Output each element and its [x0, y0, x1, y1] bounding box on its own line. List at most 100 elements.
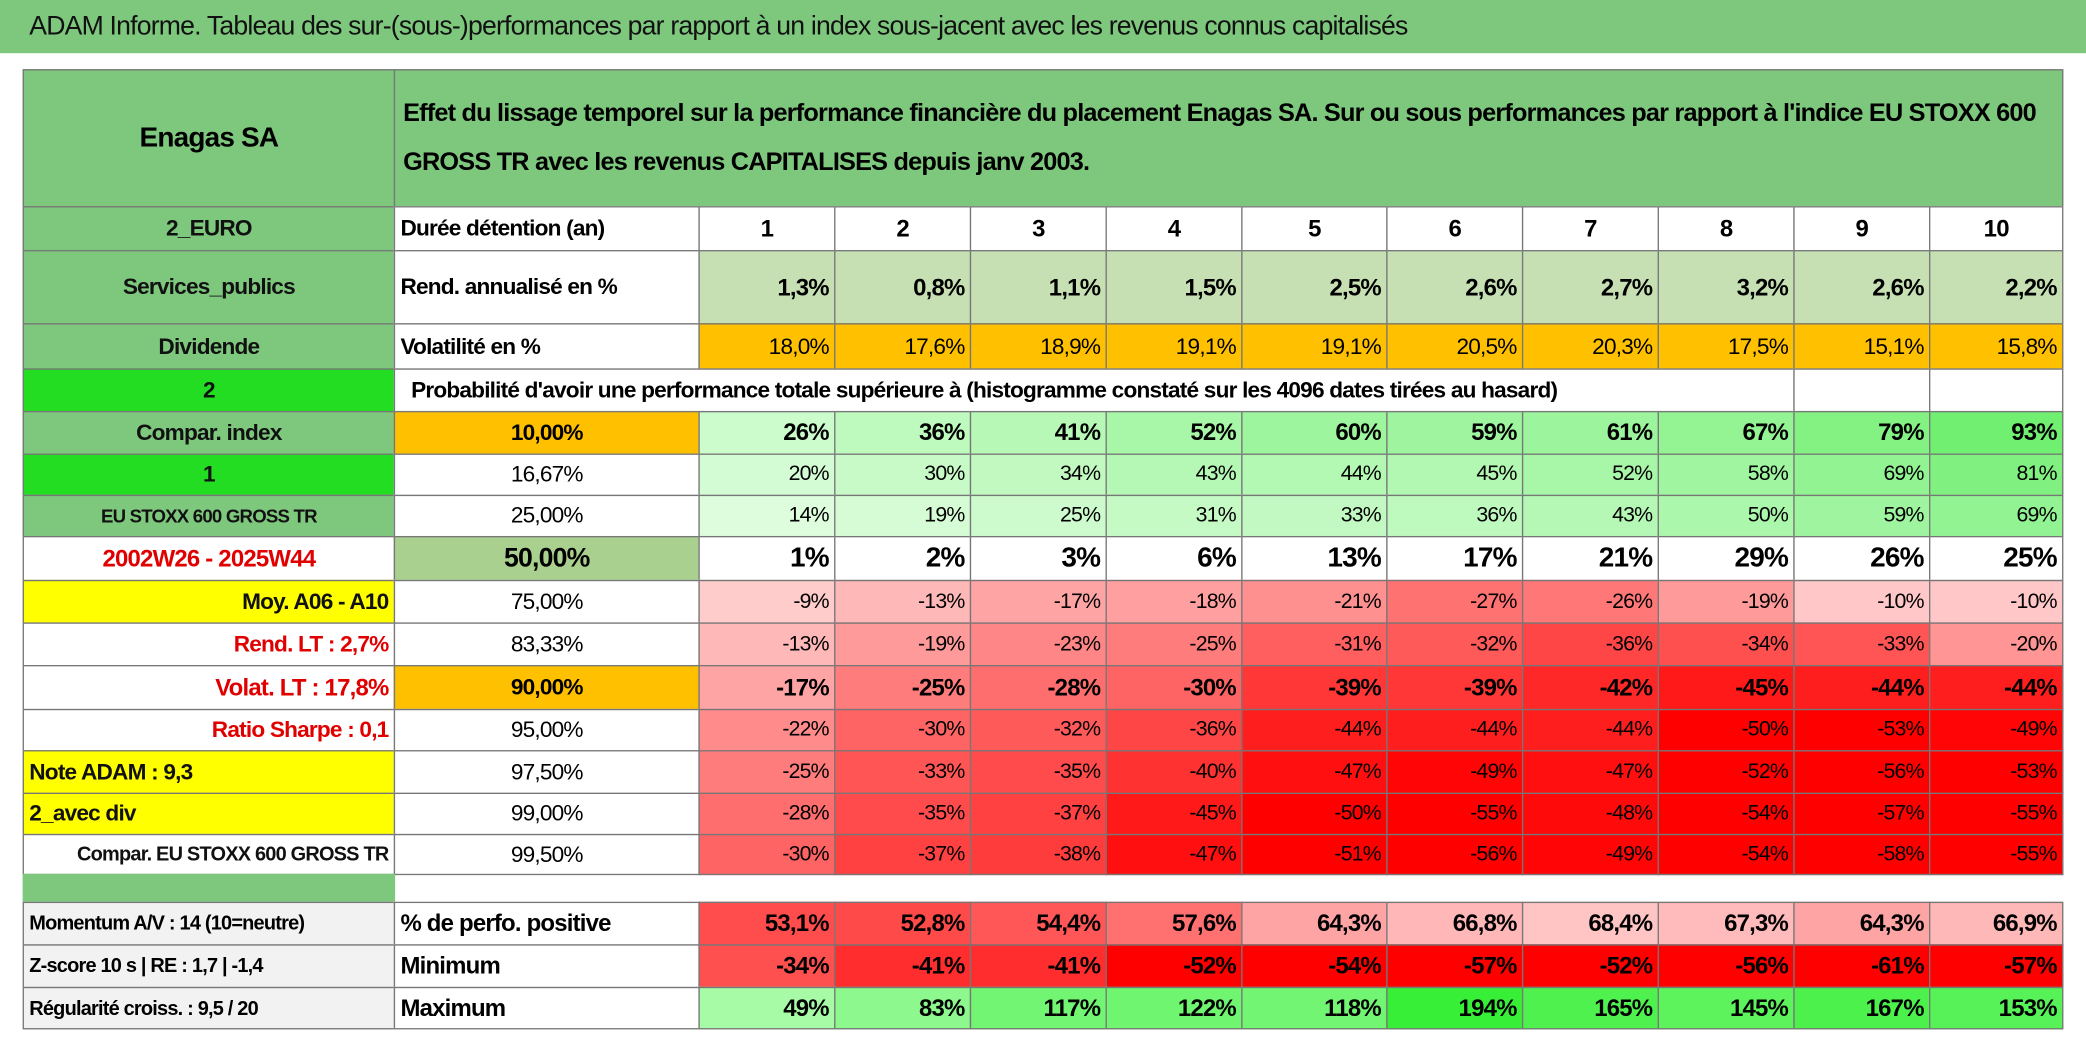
value-cell: -9% [698, 579, 836, 624]
value-cell: 14% [698, 494, 836, 538]
value-cell: -23% [969, 622, 1107, 667]
value-cell: 0,8% [834, 250, 972, 325]
value-cell: -32% [969, 708, 1107, 752]
value-cell: 52% [1105, 410, 1243, 455]
value-cell: 5 [1241, 206, 1388, 252]
value-cell: -35% [834, 792, 972, 836]
value-cell: 67,3% [1657, 901, 1795, 946]
value-cell: -56% [1793, 750, 1931, 795]
description: Effet du lissage temporel sur la perform… [393, 69, 2064, 208]
value-cell: 17,6% [834, 323, 972, 370]
value-cell: -55% [1929, 792, 2064, 836]
value-cell: -39% [1386, 665, 1524, 711]
value-cell: 25% [969, 494, 1107, 538]
metric-label: Durée détention (an) [393, 206, 700, 252]
value-cell: 61% [1521, 410, 1659, 455]
value-cell: 67% [1657, 410, 1795, 455]
value-cell: 3% [969, 535, 1107, 582]
row-label: Compar. EU STOXX 600 GROSS TR [22, 833, 396, 876]
value-cell: 45% [1386, 453, 1524, 497]
row-label: Compar. index [22, 410, 396, 455]
value-cell: -56% [1386, 833, 1524, 876]
value-cell: 3,2% [1657, 250, 1795, 325]
value-cell: -13% [834, 579, 972, 624]
value-cell: -27% [1386, 579, 1524, 624]
value-cell: 26% [698, 410, 836, 455]
value-cell: 25% [1929, 535, 2064, 582]
value-cell: -25% [834, 665, 972, 711]
value-cell: -33% [834, 750, 972, 795]
value-cell: 58% [1657, 453, 1795, 497]
value-cell: 26% [1793, 535, 1931, 582]
quantile: 99,50% [393, 833, 700, 876]
value-cell: -28% [969, 665, 1107, 711]
empty-cell [1793, 368, 1931, 413]
value-cell: 41% [969, 410, 1107, 455]
row-label: Note ADAM : 9,3 [22, 750, 396, 795]
value-cell: -55% [1929, 833, 2064, 876]
value-cell: 165% [1521, 986, 1659, 1030]
value-cell: 153% [1929, 986, 2064, 1030]
value-cell: 19,1% [1241, 323, 1388, 370]
value-cell: 15,1% [1793, 323, 1931, 370]
value-cell: 29% [1657, 535, 1795, 582]
value-cell: 2,6% [1793, 250, 1931, 325]
summary-label: Z-score 10 s | RE : 1,7 | -1,4 [22, 944, 396, 989]
report-title: ADAM Informe. Tableau des sur-(sous-)per… [0, 0, 2086, 54]
value-cell: 33% [1241, 494, 1388, 538]
value-cell: 59% [1386, 410, 1524, 455]
quantile: 50,00% [393, 535, 700, 582]
section-label: Probabilité d'avoir une performance tota… [393, 368, 1795, 413]
value-cell: -18% [1105, 579, 1243, 624]
value-cell: 18,0% [698, 323, 836, 370]
row-label: Moy. A06 - A10 [22, 579, 396, 624]
value-cell: -49% [1386, 750, 1524, 795]
value-cell: 1% [698, 535, 836, 582]
empty-cell [1929, 368, 2064, 413]
metric-label: Rend. annualisé en % [393, 250, 700, 325]
value-cell: 43% [1521, 494, 1659, 538]
value-cell: 20,5% [1386, 323, 1524, 370]
value-cell: 79% [1793, 410, 1931, 455]
value-cell: 122% [1105, 986, 1243, 1030]
value-cell: 20% [698, 453, 836, 497]
value-cell: -54% [1241, 944, 1388, 989]
value-cell: 36% [834, 410, 972, 455]
summary-label: Régularité croiss. : 9,5 / 20 [22, 986, 396, 1030]
value-cell: 1,1% [969, 250, 1107, 325]
metric-label: Minimum [393, 944, 700, 989]
value-cell: 53,1% [698, 901, 836, 946]
value-cell: -33% [1793, 622, 1931, 667]
value-cell: 17% [1386, 535, 1524, 582]
value-cell: 18,9% [969, 323, 1107, 370]
value-cell: -31% [1241, 622, 1388, 667]
value-cell: -52% [1105, 944, 1243, 989]
value-cell: 31% [1105, 494, 1243, 538]
value-cell: -49% [1521, 833, 1659, 876]
quantile: 16,67% [393, 453, 700, 497]
value-cell: 36% [1386, 494, 1524, 538]
value-cell: 2,6% [1386, 250, 1524, 325]
value-cell: 1,5% [1105, 250, 1243, 325]
value-cell: -51% [1241, 833, 1388, 876]
value-cell: -10% [1929, 579, 2064, 624]
value-cell: 194% [1386, 986, 1524, 1030]
value-cell: -22% [698, 708, 836, 752]
value-cell: -25% [1105, 622, 1243, 667]
row-label: 1 [22, 453, 396, 497]
value-cell: -44% [1386, 708, 1524, 752]
value-cell: -44% [1929, 665, 2064, 711]
value-cell: -57% [1793, 792, 1931, 836]
value-cell: -35% [969, 750, 1107, 795]
value-cell: 13% [1241, 535, 1388, 582]
value-cell: -30% [834, 708, 972, 752]
value-cell: -52% [1657, 750, 1795, 795]
value-cell: -47% [1105, 833, 1243, 876]
value-cell: -44% [1521, 708, 1659, 752]
value-cell: -57% [1386, 944, 1524, 989]
value-cell: 19% [834, 494, 972, 538]
summary-label: Momentum A/V : 14 (10=neutre) [22, 901, 396, 946]
value-cell: 3 [969, 206, 1107, 252]
row-label: EU STOXX 600 GROSS TR [22, 494, 396, 538]
value-cell: -30% [1105, 665, 1243, 711]
